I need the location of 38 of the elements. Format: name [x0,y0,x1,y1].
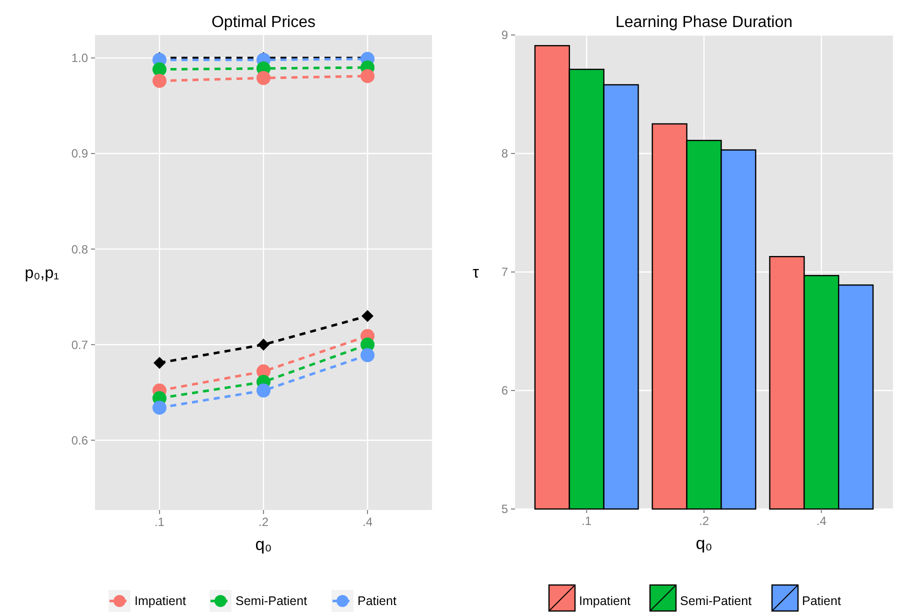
x-tick-label: .1 [582,514,592,528]
y-tick-label: 6 [501,384,508,398]
point [152,62,166,76]
y-tick-label: 1.0 [71,51,88,66]
x-tick-label: .4 [816,514,827,528]
x-tick-label: .2 [258,515,269,529]
point [153,356,166,369]
x-axis-title: q₀ [696,534,712,553]
x-tick-label: .2 [698,514,710,528]
x-tick-label: .4 [362,515,373,529]
y-axis-title: τ [472,264,480,282]
y-tick-label: 0.8 [71,242,88,256]
legend-label: Patient [802,594,842,608]
x-axis-title: q₀ [255,535,272,554]
legend-label: Patient [358,594,397,608]
x-tick-label: .1 [154,515,165,529]
y-axis-title: p₀,p₁ [24,265,59,282]
point [360,348,375,362]
legend-label: Impatient [579,594,631,608]
y-tick-label: 0.6 [71,433,88,448]
legend-label: Impatient [134,594,186,608]
point [362,310,374,322]
y-tick-label: 8 [501,146,508,161]
legend-label: Semi-Patient [236,594,308,608]
y-tick-label: 0.9 [71,146,88,161]
legend-label: Semi-Patient [680,594,752,608]
point [360,69,375,84]
point [152,400,166,415]
y-tick-label: 5 [501,502,508,516]
point [258,338,270,351]
y-tick-label: 9 [501,28,508,42]
chart-title: Learning Phase Duration [615,14,793,31]
y-tick-label: 0.7 [71,338,88,352]
point [256,384,270,398]
y-tick-label: 7 [501,265,508,280]
point [152,74,166,88]
chart-title: Optimal Prices [211,14,316,31]
point [256,71,270,86]
